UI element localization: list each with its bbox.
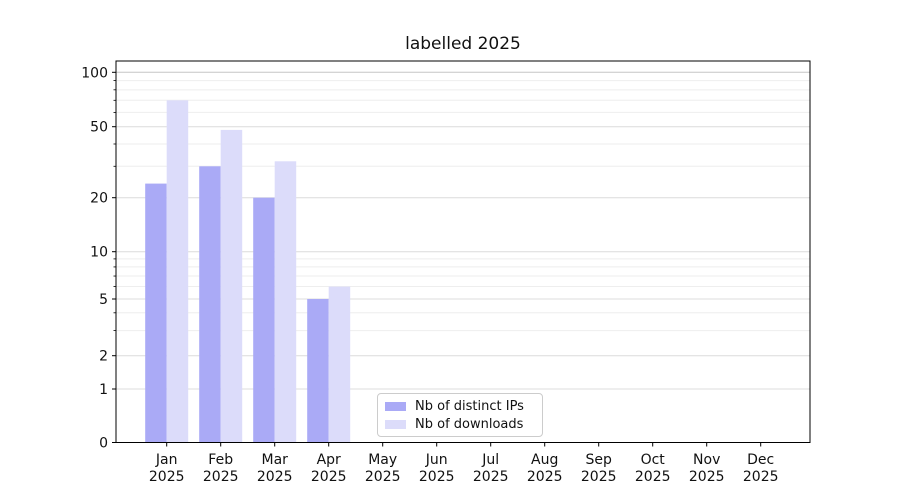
legend-swatch-downloads: [385, 419, 406, 429]
bar-feb-downloads: [220, 129, 243, 443]
y-tick-label: 2: [99, 349, 108, 365]
x-tick-label-month: Nov: [693, 452, 720, 468]
x-tick-label-year: 2025: [257, 469, 293, 485]
x-tick-label-year: 2025: [689, 469, 725, 485]
legend-swatch-distinct-ips: [385, 401, 406, 411]
x-tick-label-month: Feb: [208, 452, 233, 468]
x-tick-label-year: 2025: [365, 469, 401, 485]
x-tick-label-month: May: [368, 452, 397, 468]
legend-label-downloads: Nb of downloads: [415, 416, 524, 432]
x-tick-label-month: Oct: [641, 452, 666, 468]
x-tick-label-month: Jan: [155, 452, 178, 468]
legend: Nb of distinct IPs Nb of downloads: [377, 393, 543, 437]
legend-item-downloads: Nb of downloads: [385, 416, 542, 432]
x-tick-label-year: 2025: [203, 469, 239, 485]
y-tick-label: 5: [99, 292, 108, 308]
x-tick-label-month: Apr: [317, 452, 341, 468]
x-tick-label-month: Dec: [747, 452, 774, 468]
x-tick-label-month: Aug: [531, 452, 558, 468]
legend-item-distinct-ips: Nb of distinct IPs: [385, 398, 542, 414]
x-tick-label-year: 2025: [473, 469, 509, 485]
x-tick-label-month: Mar: [261, 452, 288, 468]
bar-feb-distinct-ips: [199, 166, 221, 443]
bar-apr-distinct-ips: [307, 299, 329, 443]
y-tick-label: 50: [90, 120, 108, 136]
bar-jan-downloads: [166, 100, 189, 443]
legend-label-distinct-ips: Nb of distinct IPs: [415, 398, 524, 414]
x-tick-label-month: Jul: [481, 452, 499, 468]
x-tick-label-month: Jun: [425, 452, 448, 468]
x-tick-label-year: 2025: [149, 469, 185, 485]
x-tick-label-year: 2025: [581, 469, 617, 485]
bar-mar-downloads: [274, 161, 297, 443]
y-tick-label: 1: [99, 382, 108, 398]
bar-apr-downloads: [328, 286, 351, 443]
y-tick-label: 20: [90, 191, 108, 207]
x-tick-label-month: Sep: [586, 452, 613, 468]
chart-title: labelled 2025: [405, 34, 521, 54]
x-tick-label-year: 2025: [635, 469, 671, 485]
x-tick-label-year: 2025: [527, 469, 563, 485]
x-tick-label-year: 2025: [311, 469, 347, 485]
y-tick-label: 10: [90, 245, 108, 261]
bar-jan-distinct-ips: [145, 183, 167, 443]
y-tick-label: 0: [99, 436, 108, 452]
bar-mar-distinct-ips: [253, 197, 275, 443]
y-tick-label: 100: [81, 65, 108, 81]
x-tick-label-year: 2025: [419, 469, 455, 485]
x-tick-label-year: 2025: [743, 469, 779, 485]
